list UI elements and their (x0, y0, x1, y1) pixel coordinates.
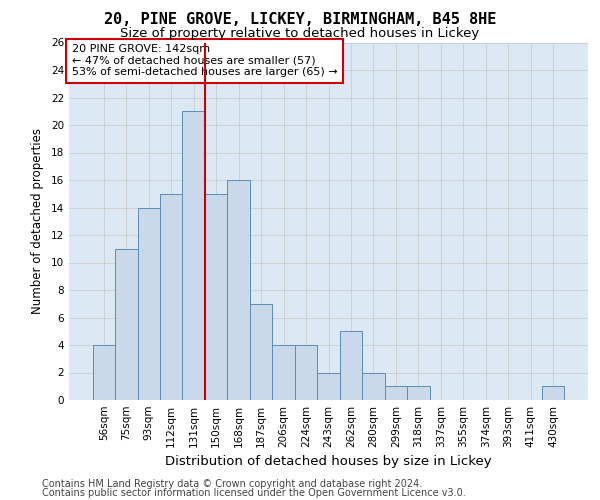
Text: Size of property relative to detached houses in Lickey: Size of property relative to detached ho… (121, 28, 479, 40)
Y-axis label: Number of detached properties: Number of detached properties (31, 128, 44, 314)
Bar (295, 345, 317, 400)
Bar (317, 372, 340, 400)
Bar (92, 345, 115, 400)
Bar (407, 386, 430, 400)
Bar (250, 304, 272, 400)
Text: Contains HM Land Registry data © Crown copyright and database right 2024.: Contains HM Land Registry data © Crown c… (42, 479, 422, 489)
Bar (205, 194, 227, 400)
Bar (362, 372, 385, 400)
Text: Contains public sector information licensed under the Open Government Licence v3: Contains public sector information licen… (42, 488, 466, 498)
Bar (272, 345, 295, 400)
Text: 20 PINE GROVE: 142sqm
← 47% of detached houses are smaller (57)
53% of semi-deta: 20 PINE GROVE: 142sqm ← 47% of detached … (71, 44, 337, 78)
Text: 20, PINE GROVE, LICKEY, BIRMINGHAM, B45 8HE: 20, PINE GROVE, LICKEY, BIRMINGHAM, B45 … (104, 12, 496, 28)
Bar (385, 386, 407, 400)
Bar (137, 208, 160, 400)
Bar (160, 194, 182, 400)
X-axis label: Distribution of detached houses by size in Lickey: Distribution of detached houses by size … (165, 456, 492, 468)
Bar (227, 180, 250, 400)
Bar (542, 386, 565, 400)
Bar (340, 331, 362, 400)
Bar (182, 112, 205, 400)
Bar (115, 248, 137, 400)
